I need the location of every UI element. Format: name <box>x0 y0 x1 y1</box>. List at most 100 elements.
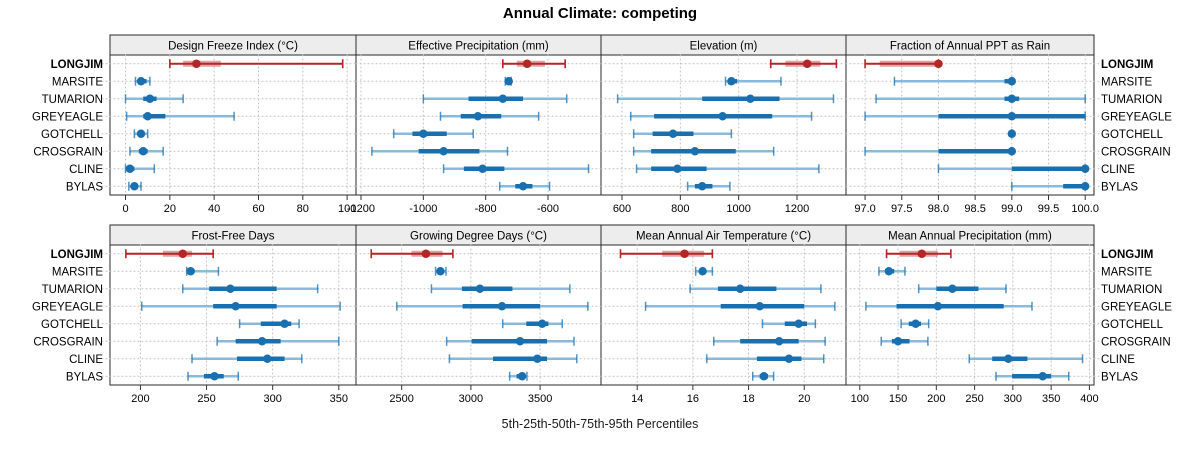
axis-tick-label: 2500 <box>389 393 413 405</box>
median-dot <box>522 59 532 69</box>
axis-tick-label: 100 <box>851 393 869 405</box>
median-dot <box>1004 354 1013 363</box>
panel-title: Fraction of Annual PPT as Rain <box>890 41 1050 53</box>
axis-tick-label: -600 <box>537 203 559 215</box>
axis-tick-label: 100 <box>338 203 356 215</box>
panel-title: Design Freeze Index (°C) <box>168 41 298 53</box>
site-label-left: GOTCHELL <box>41 319 104 331</box>
axis-tick-label: 3500 <box>528 393 552 405</box>
site-label-left: MARSITE <box>52 76 103 88</box>
panel-frame <box>355 54 602 196</box>
axis-tick-label: 40 <box>208 203 220 215</box>
axis-tick-label: 350 <box>1042 393 1060 405</box>
median-dot <box>210 372 219 381</box>
panel-title: Effective Precipitation (mm) <box>408 41 549 53</box>
site-label-right: GREYEAGLE <box>1101 111 1172 123</box>
axis-tick-label: 150 <box>889 393 907 405</box>
panel-title: Growing Degree Days (°C) <box>410 231 547 243</box>
median-dot <box>515 337 525 346</box>
median-dot <box>1007 112 1017 121</box>
median-dot <box>1038 372 1047 381</box>
median-dot <box>504 77 513 86</box>
axis-tick-label: 800 <box>671 203 689 215</box>
median-dot <box>911 319 920 328</box>
median-dot <box>680 249 689 259</box>
site-label-left: CROSGRAIN <box>33 336 103 348</box>
axis-tick-label: 350 <box>330 393 348 405</box>
median-dot <box>263 354 272 363</box>
median-dot <box>518 182 528 191</box>
median-dot <box>143 112 152 121</box>
median-dot <box>436 267 445 276</box>
chart-title: Annual Climate: competing <box>502 5 698 22</box>
median-dot <box>784 354 794 363</box>
median-dot <box>497 302 507 311</box>
median-dot <box>145 94 155 103</box>
site-label-right: CROSGRAIN <box>1101 336 1171 348</box>
site-label-left: LONGJIM <box>51 59 103 71</box>
site-label-left: TUMARION <box>42 94 103 106</box>
median-dot <box>231 302 240 311</box>
panel-frame <box>109 244 357 386</box>
median-dot <box>517 372 527 381</box>
axis-tick-label: 97.5 <box>891 203 912 215</box>
site-label-left: BYLAS <box>66 181 103 193</box>
x-axis-label: 5th-25th-50th-75th-95th Percentiles <box>501 417 699 431</box>
site-label-left: CROSGRAIN <box>33 146 103 158</box>
axis-tick-label: 99.5 <box>1038 203 1059 215</box>
median-dot <box>673 164 682 173</box>
median-dot <box>186 267 195 276</box>
axis-tick-label: 600 <box>613 203 631 215</box>
site-label-left: TUMARION <box>42 284 103 296</box>
site-label-right: CLINE <box>1101 164 1135 176</box>
median-dot <box>933 302 943 311</box>
panel-frame <box>355 244 602 386</box>
median-dot <box>257 337 267 346</box>
axis-tick-label: 1000 <box>726 203 750 215</box>
axis-tick-label: 20 <box>798 393 810 405</box>
median-dot <box>759 372 769 381</box>
axis-tick-label: 14 <box>631 393 643 405</box>
panel-title: Elevation (m) <box>690 41 758 53</box>
median-dot <box>419 129 428 138</box>
axis-tick-label: 400 <box>1080 393 1098 405</box>
site-label-right: MARSITE <box>1101 76 1152 88</box>
axis-tick-label: 16 <box>687 393 699 405</box>
median-dot <box>718 112 727 121</box>
axis-tick-label: 20 <box>164 203 176 215</box>
median-dot <box>473 112 483 121</box>
site-label-right: LONGJIM <box>1101 59 1153 71</box>
site-label-left: GREYEAGLE <box>32 301 103 313</box>
site-label-right: CLINE <box>1101 354 1135 366</box>
axis-tick-label: 300 <box>1004 393 1022 405</box>
median-dot <box>1007 94 1017 103</box>
median-dot <box>690 147 700 156</box>
axis-tick-label: 3000 <box>459 393 483 405</box>
median-dot <box>478 164 487 173</box>
median-dot <box>1080 182 1090 191</box>
median-dot <box>698 182 707 191</box>
median-dot <box>668 129 678 138</box>
axis-tick-label: 97.0 <box>854 203 875 215</box>
axis-tick-label: 18 <box>742 393 754 405</box>
site-label-right: MARSITE <box>1101 266 1152 278</box>
site-label-right: TUMARION <box>1101 284 1162 296</box>
panel-frame <box>109 54 357 196</box>
axis-tick-label: -800 <box>475 203 497 215</box>
panel-frame <box>600 244 847 386</box>
axis-tick-label: 250 <box>197 393 215 405</box>
median-dot <box>439 147 448 156</box>
median-dot <box>192 59 201 69</box>
median-dot <box>1007 129 1017 138</box>
median-dot <box>537 319 547 328</box>
median-dot <box>226 284 235 293</box>
site-label-left: GREYEAGLE <box>32 111 103 123</box>
axis-tick-label: 1200 <box>785 203 809 215</box>
axis-tick-label: 60 <box>252 203 264 215</box>
median-dot <box>1007 147 1017 156</box>
median-dot <box>136 129 146 138</box>
axis-tick-label: 98.0 <box>928 203 949 215</box>
axis-tick-label: 200 <box>131 393 149 405</box>
axis-tick-label: -1000 <box>409 203 437 215</box>
